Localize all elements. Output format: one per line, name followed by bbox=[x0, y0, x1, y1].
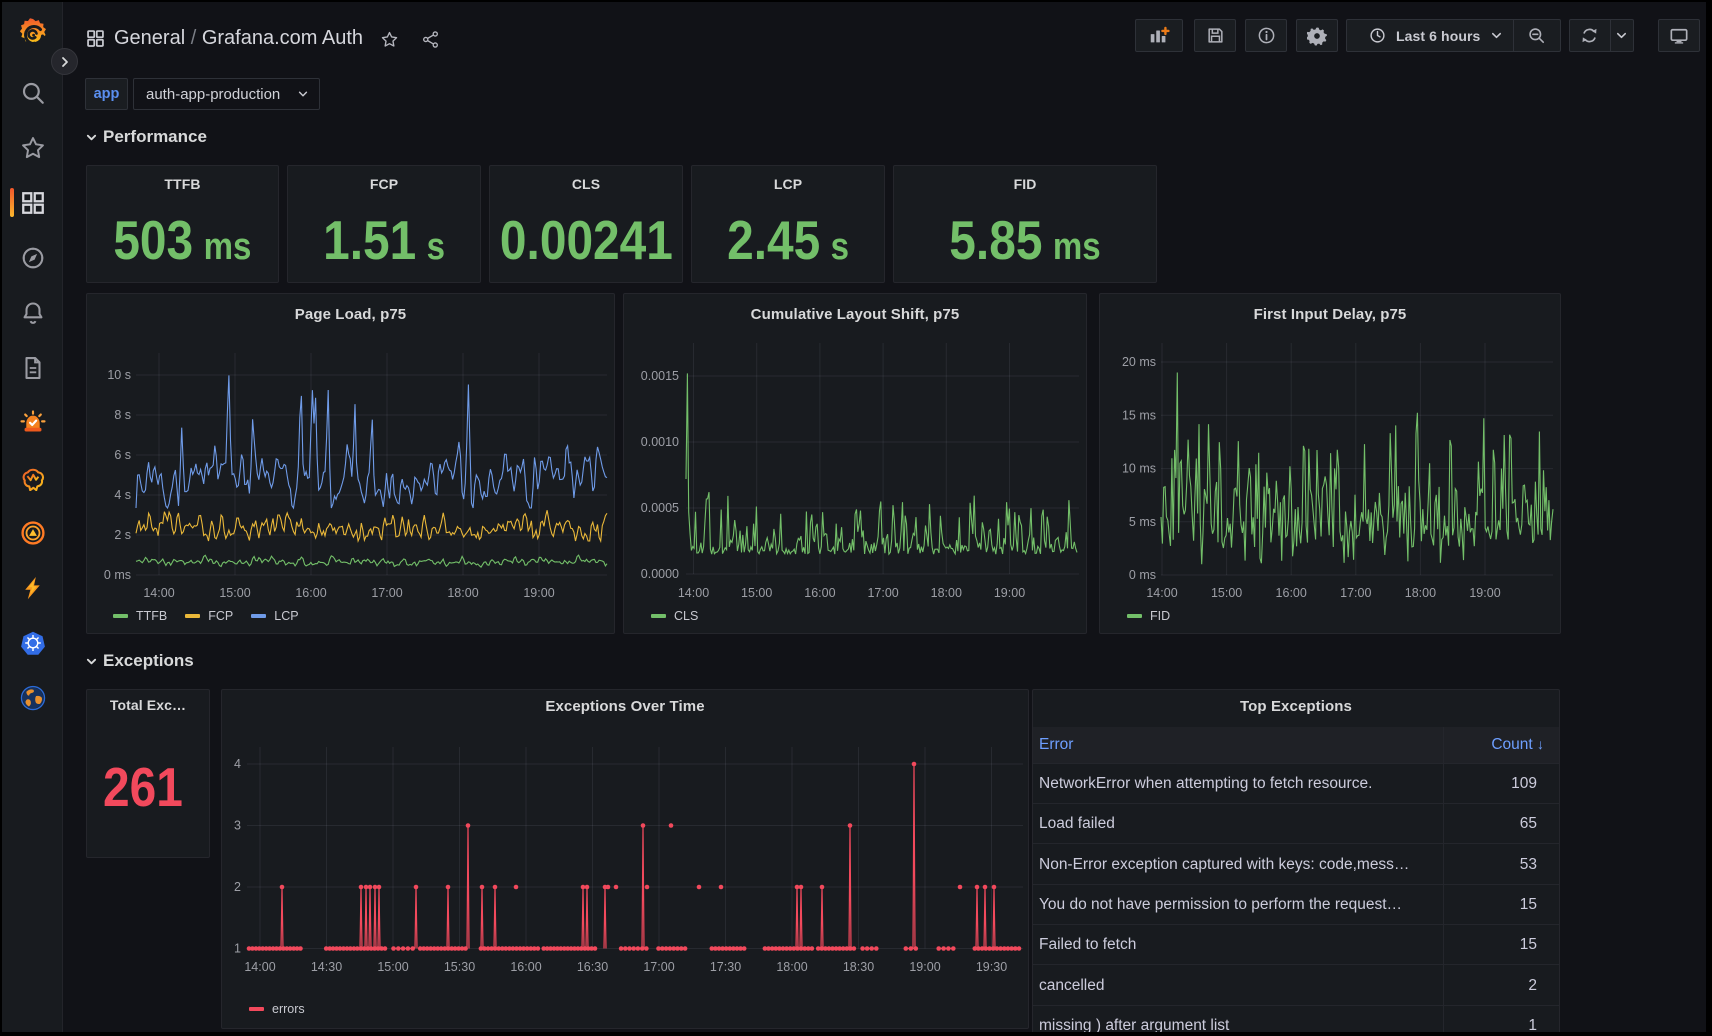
svg-text:16:00: 16:00 bbox=[510, 960, 541, 974]
svg-text:0 ms: 0 ms bbox=[1129, 568, 1156, 582]
svg-text:14:00: 14:00 bbox=[1146, 586, 1177, 600]
svg-text:0.0005: 0.0005 bbox=[641, 501, 679, 515]
svg-text:15:00: 15:00 bbox=[1211, 586, 1242, 600]
svg-text:14:00: 14:00 bbox=[143, 586, 174, 600]
svg-text:15:00: 15:00 bbox=[741, 586, 772, 600]
svg-text:17:30: 17:30 bbox=[710, 960, 741, 974]
svg-text:17:00: 17:00 bbox=[643, 960, 674, 974]
svg-text:19:00: 19:00 bbox=[994, 586, 1025, 600]
svg-text:18:30: 18:30 bbox=[843, 960, 874, 974]
svg-text:4: 4 bbox=[234, 757, 241, 771]
svg-text:10 s: 10 s bbox=[107, 368, 131, 382]
svg-text:8 s: 8 s bbox=[114, 408, 131, 422]
svg-text:18:00: 18:00 bbox=[776, 960, 807, 974]
svg-text:18:00: 18:00 bbox=[447, 586, 478, 600]
svg-text:16:00: 16:00 bbox=[1276, 586, 1307, 600]
svg-text:17:00: 17:00 bbox=[371, 586, 402, 600]
svg-text:17:00: 17:00 bbox=[867, 586, 898, 600]
svg-text:20 ms: 20 ms bbox=[1122, 355, 1156, 369]
svg-text:19:00: 19:00 bbox=[909, 960, 940, 974]
svg-text:15:30: 15:30 bbox=[444, 960, 475, 974]
svg-text:19:00: 19:00 bbox=[1469, 586, 1500, 600]
svg-text:17:00: 17:00 bbox=[1340, 586, 1371, 600]
svg-text:15:00: 15:00 bbox=[219, 586, 250, 600]
svg-text:19:00: 19:00 bbox=[523, 586, 554, 600]
svg-text:15 ms: 15 ms bbox=[1122, 408, 1156, 422]
svg-text:1: 1 bbox=[234, 942, 241, 956]
svg-text:16:00: 16:00 bbox=[804, 586, 835, 600]
svg-text:15:00: 15:00 bbox=[377, 960, 408, 974]
svg-text:16:30: 16:30 bbox=[577, 960, 608, 974]
svg-text:0.0015: 0.0015 bbox=[641, 369, 679, 383]
svg-text:0.0000: 0.0000 bbox=[641, 567, 679, 581]
svg-text:19:30: 19:30 bbox=[976, 960, 1007, 974]
svg-text:14:00: 14:00 bbox=[244, 960, 275, 974]
svg-text:5 ms: 5 ms bbox=[1129, 515, 1156, 529]
svg-text:16:00: 16:00 bbox=[295, 586, 326, 600]
svg-text:6 s: 6 s bbox=[114, 448, 131, 462]
svg-text:4 s: 4 s bbox=[114, 488, 131, 502]
svg-text:18:00: 18:00 bbox=[1405, 586, 1436, 600]
svg-text:0 ms: 0 ms bbox=[104, 568, 131, 582]
svg-text:14:00: 14:00 bbox=[678, 586, 709, 600]
svg-text:18:00: 18:00 bbox=[931, 586, 962, 600]
svg-text:2: 2 bbox=[234, 880, 241, 894]
svg-text:3: 3 bbox=[234, 819, 241, 833]
svg-text:14:30: 14:30 bbox=[311, 960, 342, 974]
svg-text:0.0010: 0.0010 bbox=[641, 435, 679, 449]
svg-text:10 ms: 10 ms bbox=[1122, 462, 1156, 476]
svg-text:2 s: 2 s bbox=[114, 528, 131, 542]
